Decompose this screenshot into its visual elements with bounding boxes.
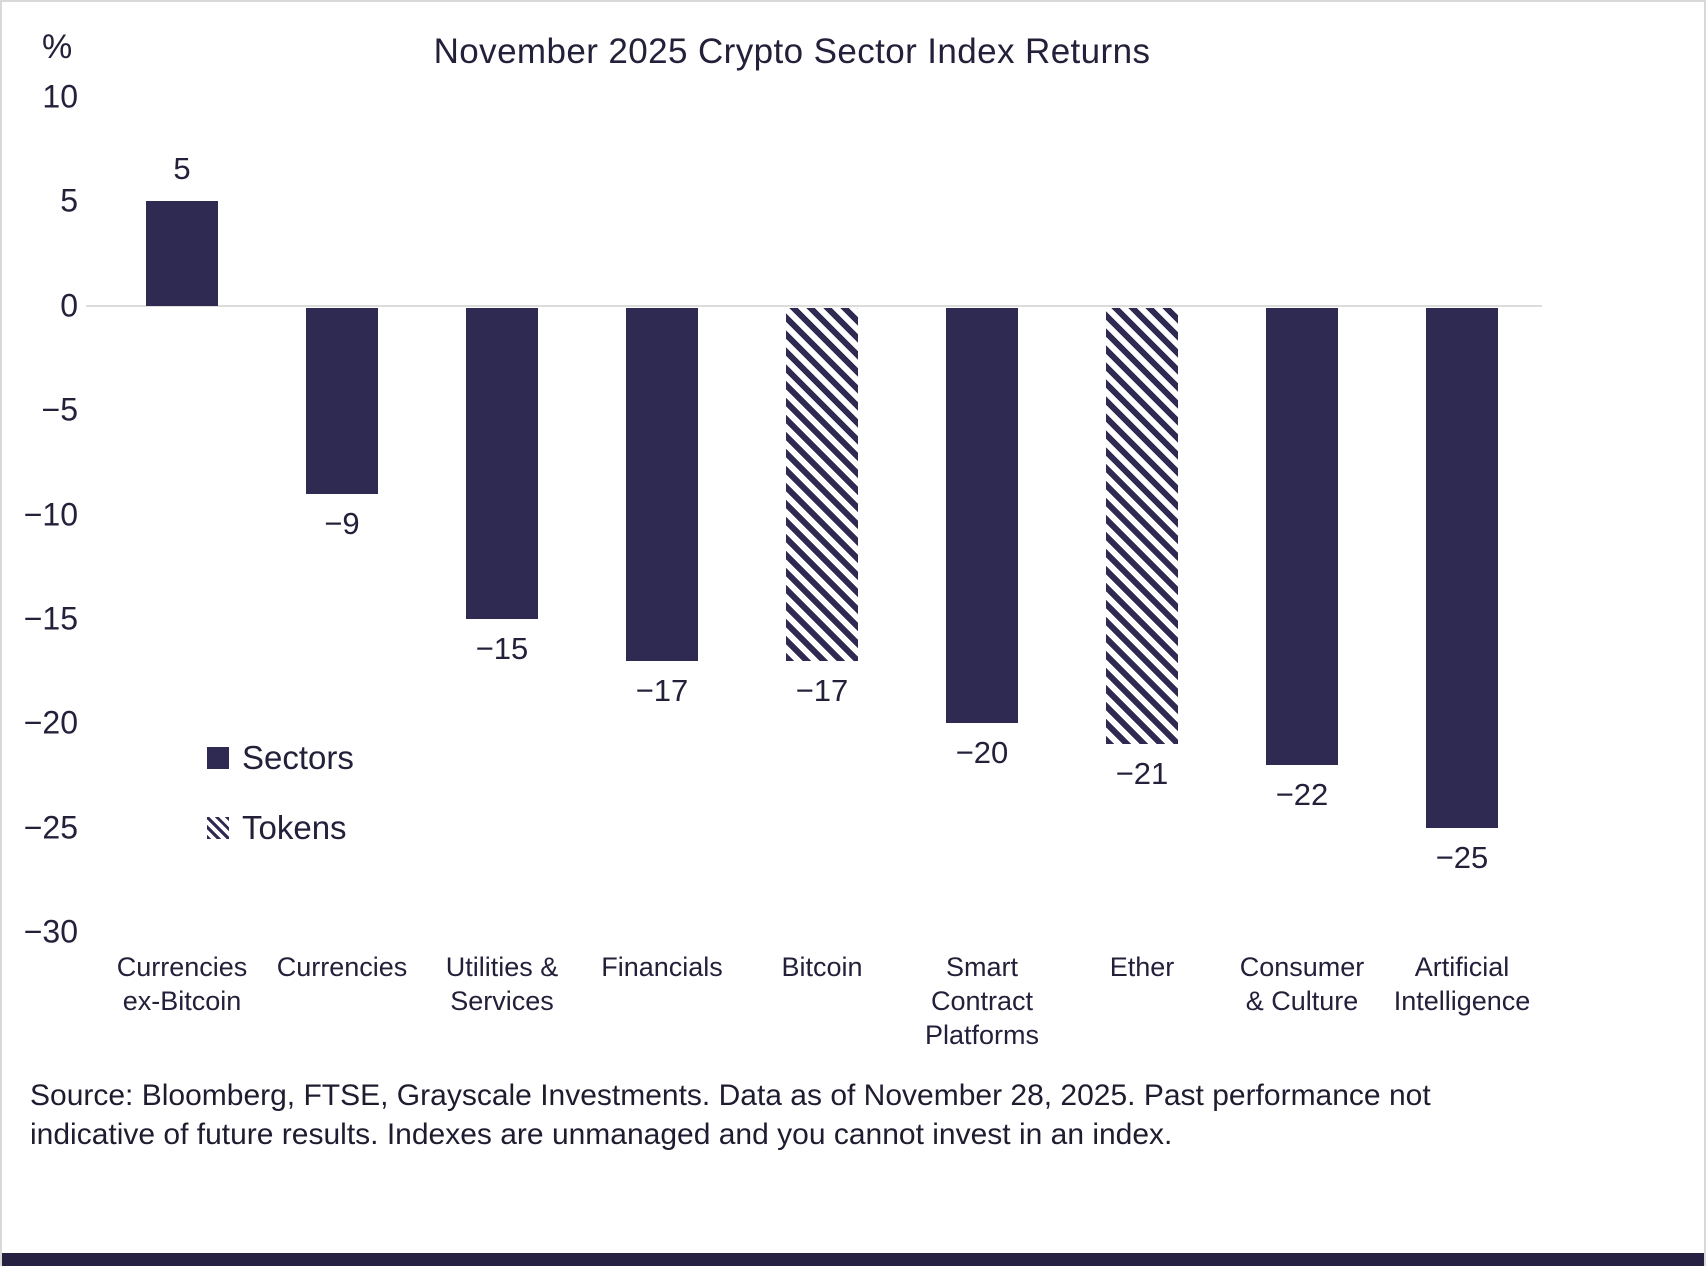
plot-area: 5 −9 −15 −17 −17 −20 −21 −22 −25 — [86, 97, 1542, 932]
zero-gridline — [86, 304, 1542, 307]
sectors-swatch-icon — [207, 747, 229, 769]
y-axis-tick-label: −5 — [41, 391, 78, 428]
bar-value-label: −9 — [324, 505, 360, 541]
bar-8 — [1426, 307, 1498, 828]
bar-value-label: −21 — [1115, 756, 1169, 792]
bar-value-label: 5 — [173, 151, 191, 187]
footer-accent-bar — [2, 1253, 1704, 1266]
x-axis-label: Ether — [1109, 952, 1175, 982]
chart-title: November 2025 Crypto Sector Index Return… — [433, 32, 1151, 71]
source-note: Source: Bloomberg, FTSE, Grayscale Inves… — [30, 1076, 1431, 1154]
y-axis-unit-label: % — [42, 28, 73, 66]
legend-label-sectors: Sectors — [242, 739, 354, 776]
x-axis-label: Bitcoin — [781, 952, 863, 982]
legend-label-tokens: Tokens — [242, 809, 347, 846]
x-axis-label: Smart Contract Platforms — [924, 952, 1040, 1050]
y-axis-ticks: 10 5 0 −5 −10 −15 −20 −25 −30 — [2, 79, 78, 950]
bar-5 — [946, 307, 1018, 724]
bar-6 — [1106, 307, 1178, 745]
x-axis-label: Artificial Intelligence — [1393, 952, 1531, 1016]
y-axis-tick-label: −15 — [23, 600, 78, 637]
source-note-line-2: indicative of future results. Indexes ar… — [30, 1118, 1173, 1151]
y-axis-tick-label: −25 — [23, 809, 78, 846]
bar-value-label: −20 — [955, 735, 1009, 771]
bar-2 — [466, 307, 538, 619]
bar-7 — [1266, 307, 1338, 765]
bar-value-label: −15 — [475, 630, 529, 666]
y-axis-tick-label: −30 — [23, 913, 78, 950]
x-axis-label: Currencies — [276, 952, 408, 982]
x-axis-label: Consumer & Culture — [1239, 952, 1365, 1016]
y-axis-tick-label: 0 — [60, 287, 78, 324]
legend-item-sectors: Sectors — [207, 739, 354, 777]
bar-1 — [306, 307, 378, 494]
x-axis-labels: Currencies ex-Bitcoin Currencies Utilities … — [102, 950, 1542, 1070]
bar-value-label: −17 — [795, 672, 849, 708]
bar-4 — [786, 307, 858, 661]
y-axis-tick-label: 5 — [60, 182, 78, 219]
y-axis-tick-label: −10 — [23, 496, 78, 532]
bar-0 — [146, 201, 218, 306]
bar-value-label: −17 — [635, 672, 689, 708]
bar-value-label: −25 — [1435, 839, 1489, 875]
legend: Sectors Tokens — [207, 739, 354, 847]
tokens-swatch-icon — [207, 817, 229, 839]
x-axis-label: Currencies ex-Bitcoin — [116, 952, 248, 1016]
source-note-line-1: Source: Bloomberg, FTSE, Grayscale Inves… — [30, 1079, 1431, 1112]
bar-3 — [626, 307, 698, 661]
bar-value-label: −22 — [1275, 777, 1329, 812]
legend-item-tokens: Tokens — [207, 809, 354, 847]
y-axis-tick-label: 10 — [42, 78, 78, 115]
x-axis-label: Financials — [601, 952, 723, 982]
y-axis-tick-label: −20 — [23, 704, 78, 741]
x-axis-label: Utilities & Services — [445, 952, 559, 1016]
